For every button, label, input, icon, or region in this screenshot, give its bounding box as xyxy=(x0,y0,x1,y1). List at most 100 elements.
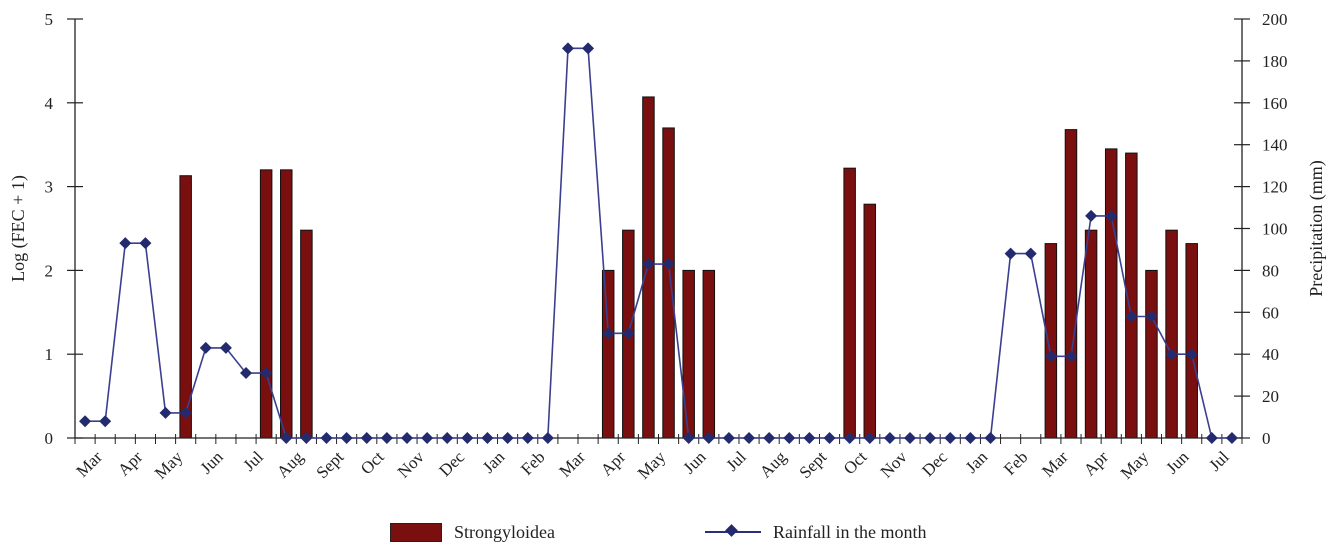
legend-bar-swatch xyxy=(390,522,442,542)
rainfall-point xyxy=(360,432,373,444)
rainfall-point xyxy=(582,42,595,55)
x-tick-label: Jun xyxy=(1162,447,1192,477)
rainfall-point xyxy=(159,406,172,419)
x-tick-label: Aug xyxy=(273,447,307,481)
x-tick-label: Feb xyxy=(1000,447,1031,478)
legend: Strongyloidea Rainfall in the month xyxy=(390,519,926,545)
bar-series xyxy=(179,96,1198,439)
rainfall-point xyxy=(501,432,514,444)
rainfall-point xyxy=(964,432,977,444)
bar xyxy=(280,169,293,439)
rainfall-point xyxy=(260,367,273,380)
right-tick-label: 120 xyxy=(1262,178,1288,197)
x-tick-label: Jul xyxy=(239,447,267,475)
rainfall-point xyxy=(883,432,896,444)
rainfall-point xyxy=(320,432,333,444)
right-axis-title: Precipitation (mm) xyxy=(1306,160,1327,296)
rainfall-point xyxy=(199,341,212,354)
legend-label-strongyloidea: Strongyloidea xyxy=(454,521,555,542)
bar xyxy=(601,269,615,439)
bar xyxy=(662,127,675,439)
rainfall-point xyxy=(1205,432,1218,444)
rainfall-point xyxy=(521,432,534,444)
x-tick-label: Jun xyxy=(197,447,227,477)
x-tick-label: May xyxy=(1117,447,1153,483)
legend-item-strongyloidea: Strongyloidea xyxy=(390,522,555,543)
rainfall-point xyxy=(441,432,454,444)
right-tick-label: 40 xyxy=(1262,345,1279,364)
rainfall-point xyxy=(682,432,695,444)
right-tick-label: 180 xyxy=(1262,52,1288,71)
x-tick-label: Mar xyxy=(1038,447,1072,481)
x-tick-label: Sept xyxy=(795,447,830,482)
line-series xyxy=(79,42,1238,444)
bar xyxy=(843,167,856,439)
x-tick-label: Jan xyxy=(479,447,509,477)
rainfall-point xyxy=(1024,247,1037,260)
rainfall-point xyxy=(662,258,675,271)
rainfall-point xyxy=(1085,209,1098,222)
x-tick-label: Oct xyxy=(840,447,871,478)
rainfall-point xyxy=(722,432,735,444)
rainfall-point xyxy=(944,432,957,444)
rainfall-point xyxy=(1064,350,1077,363)
rainfall-point xyxy=(280,432,293,444)
bar xyxy=(1064,129,1078,439)
bar xyxy=(1185,243,1198,439)
right-tick-label: 60 xyxy=(1262,303,1279,322)
rainfall-point xyxy=(783,432,796,444)
rainfall-point xyxy=(119,237,132,250)
rainfall-point xyxy=(240,367,253,380)
rainfall-point xyxy=(1125,310,1138,323)
rainfall-point xyxy=(300,432,313,444)
left-tick-label: 4 xyxy=(45,94,54,113)
left-axis-title: Log (FEC + 1) xyxy=(8,175,29,282)
rainfall-point xyxy=(863,432,876,444)
rainfall-point xyxy=(1044,350,1057,363)
left-tick-label: 1 xyxy=(45,345,54,364)
rainfall-point xyxy=(763,432,776,444)
rainfall-point xyxy=(1225,432,1238,444)
bar xyxy=(1165,229,1178,439)
x-tick-label: May xyxy=(634,447,670,483)
axes xyxy=(67,18,1250,444)
right-tick-label: 80 xyxy=(1262,261,1279,280)
rainfall-point xyxy=(421,432,434,444)
rainfall-point xyxy=(1185,348,1198,361)
x-tick-label: Mar xyxy=(72,447,106,481)
x-tick-label: Dec xyxy=(435,447,468,480)
bar xyxy=(300,229,313,439)
left-tick-label: 3 xyxy=(45,178,54,197)
x-tick-label: Apr xyxy=(597,447,629,479)
rainfall-point xyxy=(904,432,917,444)
rainfall-point xyxy=(461,432,474,444)
x-tick-label: Jul xyxy=(1205,447,1233,475)
rainfall-point xyxy=(340,432,353,444)
left-tick-label: 0 xyxy=(45,429,54,448)
bar xyxy=(1145,269,1158,439)
rainfall-point xyxy=(179,406,192,419)
right-tick-label: 160 xyxy=(1262,94,1288,113)
rainfall-point xyxy=(79,415,92,428)
rainfall-point xyxy=(743,432,756,444)
rainfall-point xyxy=(622,327,635,340)
rainfall-line xyxy=(85,47,1232,439)
bar xyxy=(1084,229,1098,439)
legend-label-rainfall: Rainfall in the month xyxy=(773,521,927,542)
x-tick-label: Mar xyxy=(555,447,589,481)
x-tick-label: Nov xyxy=(877,447,911,481)
rainfall-point xyxy=(1145,310,1158,323)
x-tick-label: Jun xyxy=(679,447,709,477)
rainfall-point xyxy=(1004,247,1017,260)
rainfall-point xyxy=(99,415,112,428)
x-tick-label: Sept xyxy=(313,447,348,482)
x-tick-label: Jan xyxy=(962,447,992,477)
left-tick-label: 2 xyxy=(45,261,54,280)
rainfall-point xyxy=(380,432,393,444)
rainfall-point xyxy=(602,327,615,340)
rainfall-point xyxy=(823,432,836,444)
rainfall-point xyxy=(481,432,494,444)
rainfall-point xyxy=(139,237,152,250)
rainfall-point xyxy=(843,432,856,444)
